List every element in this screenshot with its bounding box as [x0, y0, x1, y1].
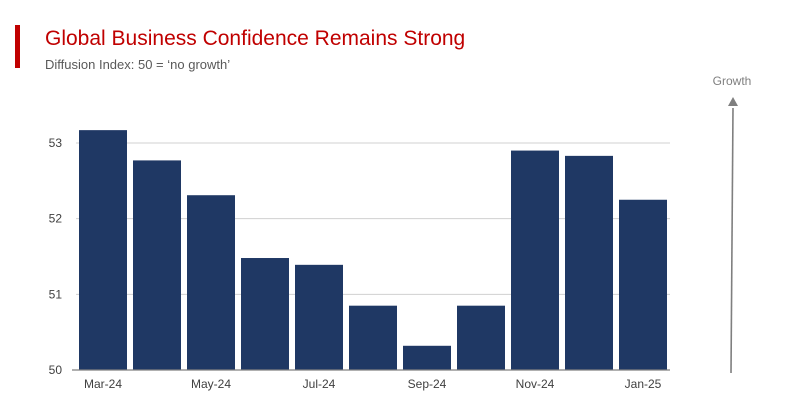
bar-jun-24 [241, 258, 289, 370]
chart-title: Global Business Confidence Remains Stron… [45, 27, 466, 50]
x-tick-label: Sep-24 [408, 377, 447, 391]
bar-dec-24 [565, 155, 613, 370]
growth-annotation: Growth [713, 74, 752, 374]
growth-arrow-head-icon [728, 97, 738, 106]
bar-sep-24 [403, 345, 451, 370]
bar-nov-24 [511, 150, 559, 370]
bar-jul-24 [295, 264, 343, 370]
x-tick-label: Jan-25 [625, 377, 662, 391]
growth-label: Growth [713, 74, 752, 88]
x-tick-label: Mar-24 [84, 377, 122, 391]
bar-oct-24 [457, 305, 505, 370]
y-tick-label: 53 [49, 136, 63, 150]
axes: 50 51 52 53 Mar-24 May-24 Jul-24 Sep-24 Nov-24 Ja… [49, 136, 670, 391]
growth-arrow-line [730, 107, 734, 374]
x-tick-label: May-24 [191, 377, 231, 391]
bar-apr-24 [133, 160, 181, 370]
x-tick-label: Nov-24 [516, 377, 555, 391]
y-tick-label: 52 [49, 212, 63, 226]
y-tick-label: 50 [49, 363, 63, 377]
title-accent-bar [15, 25, 20, 68]
x-tick-label: Jul-24 [303, 377, 336, 391]
bar-jan-25 [619, 199, 667, 370]
bar-aug-24 [349, 305, 397, 370]
bar-mar-24 [79, 130, 127, 370]
bars [79, 130, 667, 370]
bar-may-24 [187, 195, 235, 370]
y-tick-label: 51 [49, 287, 63, 301]
chart-subtitle: Diffusion Index: 50 = ‘no growth’ [45, 57, 231, 72]
